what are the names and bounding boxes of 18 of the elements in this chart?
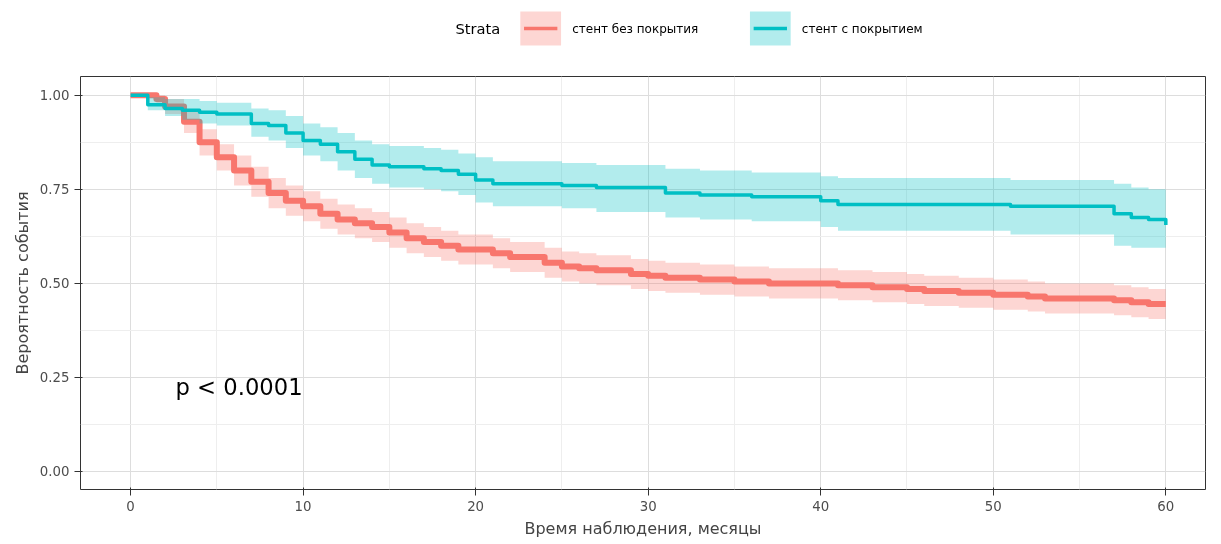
x-tick-label: 50 [984, 498, 1002, 514]
annotation: p < 0.0001 [175, 373, 303, 400]
x-tick-label: 30 [639, 498, 657, 514]
x-axis-title: Время наблюдения, месяцы [524, 518, 762, 538]
x-tick-label: 0 [126, 498, 135, 514]
y-axis-title: Вероятность события [12, 191, 32, 375]
legend-label: стент с покрытием [801, 21, 923, 36]
y-tick-label: 0.75 [39, 182, 70, 198]
x-tick-label: 60 [1157, 498, 1175, 514]
x-tick-label: 20 [467, 498, 485, 514]
legend-title: Strata [455, 20, 501, 37]
x-tick-label: 40 [812, 498, 830, 514]
y-tick-label: 0.25 [39, 370, 70, 386]
y-tick-label: 0.50 [39, 276, 70, 292]
x-tick-label: 10 [294, 498, 312, 514]
legend-label: стент без покрытия [572, 21, 699, 36]
y-tick-label: 0.00 [39, 464, 70, 480]
y-tick-label: 1.00 [39, 88, 70, 104]
